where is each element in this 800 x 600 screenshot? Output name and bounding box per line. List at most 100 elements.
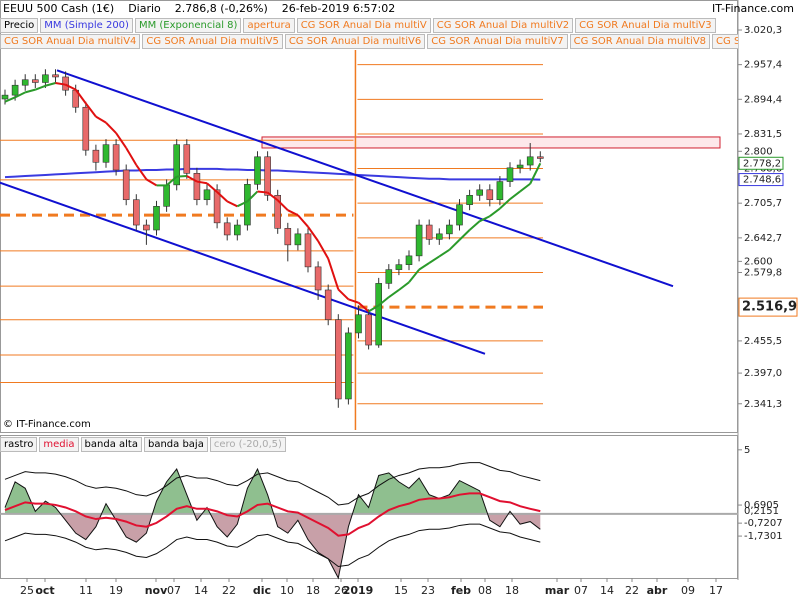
brand: IT-Finance.com [712, 2, 794, 15]
x-tick-label: 26 [334, 584, 348, 597]
ema-line [115, 132, 128, 149]
x-tick-label: 15 [394, 584, 408, 597]
legend-item[interactable]: apertura [243, 18, 295, 33]
datetime: 26-feb-2019 6:57:02 [281, 2, 396, 15]
x-tick-label: 19 [109, 584, 123, 597]
ema-line [125, 147, 138, 166]
x-tick-label: 23 [421, 584, 435, 597]
legend-item[interactable]: CG SOR Anual Dia multiV4 [0, 34, 141, 49]
candle-body [415, 224, 423, 257]
legend-item[interactable]: rastro [0, 437, 38, 452]
ema-line [206, 182, 218, 193]
main-frame [0, 0, 738, 433]
x-tick-label: abr [647, 584, 668, 597]
instrument: EEUU 500 Cash (1€) [3, 2, 115, 15]
candle-body [526, 156, 534, 166]
ema-line [297, 214, 309, 228]
ema-line [24, 88, 36, 94]
legend-item[interactable]: media [39, 437, 79, 452]
candle-body [133, 199, 140, 226]
legend-item[interactable]: CG SOR Anual Dia multiV6 [284, 34, 426, 49]
ema-line [95, 115, 107, 124]
ema-line [246, 190, 259, 203]
legend-item[interactable]: CG SOR Anual Dia multiV3 [575, 18, 716, 33]
candle-body [496, 181, 504, 201]
legend-item[interactable]: CG SOR Anual Dia multiV7 [427, 34, 568, 49]
candle-body [324, 289, 332, 321]
legend-item[interactable]: CG SOR Anual Dia multiV [296, 18, 431, 33]
legend-item[interactable]: CG SOR Anual [712, 34, 738, 49]
legend-item[interactable]: MM (Exponencial 8) [134, 18, 242, 33]
legend-item[interactable]: CG SOR Anual Dia multiV2 [432, 18, 574, 33]
candle-body [92, 149, 100, 163]
ema-line [327, 258, 340, 290]
y-tick-label: -0,7207 [744, 518, 783, 529]
candle-body [274, 195, 282, 229]
x-tick-label: nov [145, 584, 168, 597]
last-price: 2.786,8 (-0,26%) [174, 2, 268, 15]
candle-body [375, 283, 383, 346]
candle-body [173, 144, 180, 186]
x-tick-label: 25 [20, 584, 34, 597]
ema-line [499, 198, 511, 210]
ema-line [236, 200, 248, 208]
legend-item[interactable]: banda baja [143, 437, 208, 452]
ema-line [4, 96, 16, 103]
legend-item[interactable]: banda alta [80, 437, 142, 452]
ema-line [165, 175, 178, 187]
legend-item[interactable]: Precio [0, 18, 39, 33]
candle-body [203, 189, 211, 201]
candle-body [122, 169, 130, 201]
x-tick-label: dic [253, 584, 271, 597]
ema-line [428, 255, 440, 264]
ema-line [196, 180, 208, 185]
y-tick-label: 2.800 [744, 146, 773, 157]
candle-body [21, 79, 29, 86]
ema-line [458, 229, 471, 241]
ema-line [65, 83, 77, 91]
legend-item[interactable]: MM (Simple 200) [40, 18, 133, 33]
candle-body [234, 224, 241, 236]
ema-line [216, 191, 228, 203]
x-tick-label: 14 [194, 584, 208, 597]
y-tick-label: 2.894,4 [744, 94, 782, 105]
ema-line [468, 220, 481, 231]
ema-line [388, 289, 400, 298]
x-tick-label: 09 [681, 584, 695, 597]
candle-body [506, 167, 514, 182]
osc-line [4, 492, 541, 537]
y-tick-label: 2.455,5 [744, 336, 782, 347]
legend-item[interactable]: CG SOR Anual Dia multiV5 [142, 34, 283, 49]
ema-line [519, 182, 531, 193]
y-tick-label: 2.397,0 [744, 368, 782, 379]
candle-body [264, 156, 271, 196]
y-tick-label: 0,6905 [744, 500, 779, 511]
x-tick-label: feb [451, 584, 471, 597]
y-tick-label: 2.642,7 [744, 233, 782, 244]
legend-item[interactable]: CG SOR Anual Dia multiV8 [569, 34, 711, 49]
copyright: © IT-Finance.com [3, 419, 91, 430]
ema-line [176, 175, 187, 178]
ema-line [145, 178, 158, 187]
ema-line [55, 82, 66, 86]
candle-body [213, 189, 221, 224]
legend-row: Precio MM (Simple 200) MM (Exponencial 8) a… [0, 18, 738, 33]
candle-body [466, 195, 473, 205]
price-tag-label: 2.748,6 [743, 175, 781, 186]
legend-item[interactable]: cero (-20,0,5) [209, 437, 286, 452]
candle-body [395, 264, 403, 270]
y-tick-label: 2.579,8 [744, 267, 782, 278]
x-tick-label: 11 [79, 584, 93, 597]
y-tick-label: 3.020,3 [744, 25, 782, 36]
osc-area-down [60, 513, 541, 578]
candle-body [143, 224, 150, 231]
candle-body [405, 255, 413, 265]
trend-line [56, 69, 674, 288]
ema-line [479, 215, 491, 223]
legend-row: CG SOR Anual Dia multiV4 CG SOR Anual Dia… [0, 34, 738, 49]
pivot-tag [738, 297, 798, 317]
ema-line [14, 91, 26, 99]
candle-body [355, 314, 362, 334]
